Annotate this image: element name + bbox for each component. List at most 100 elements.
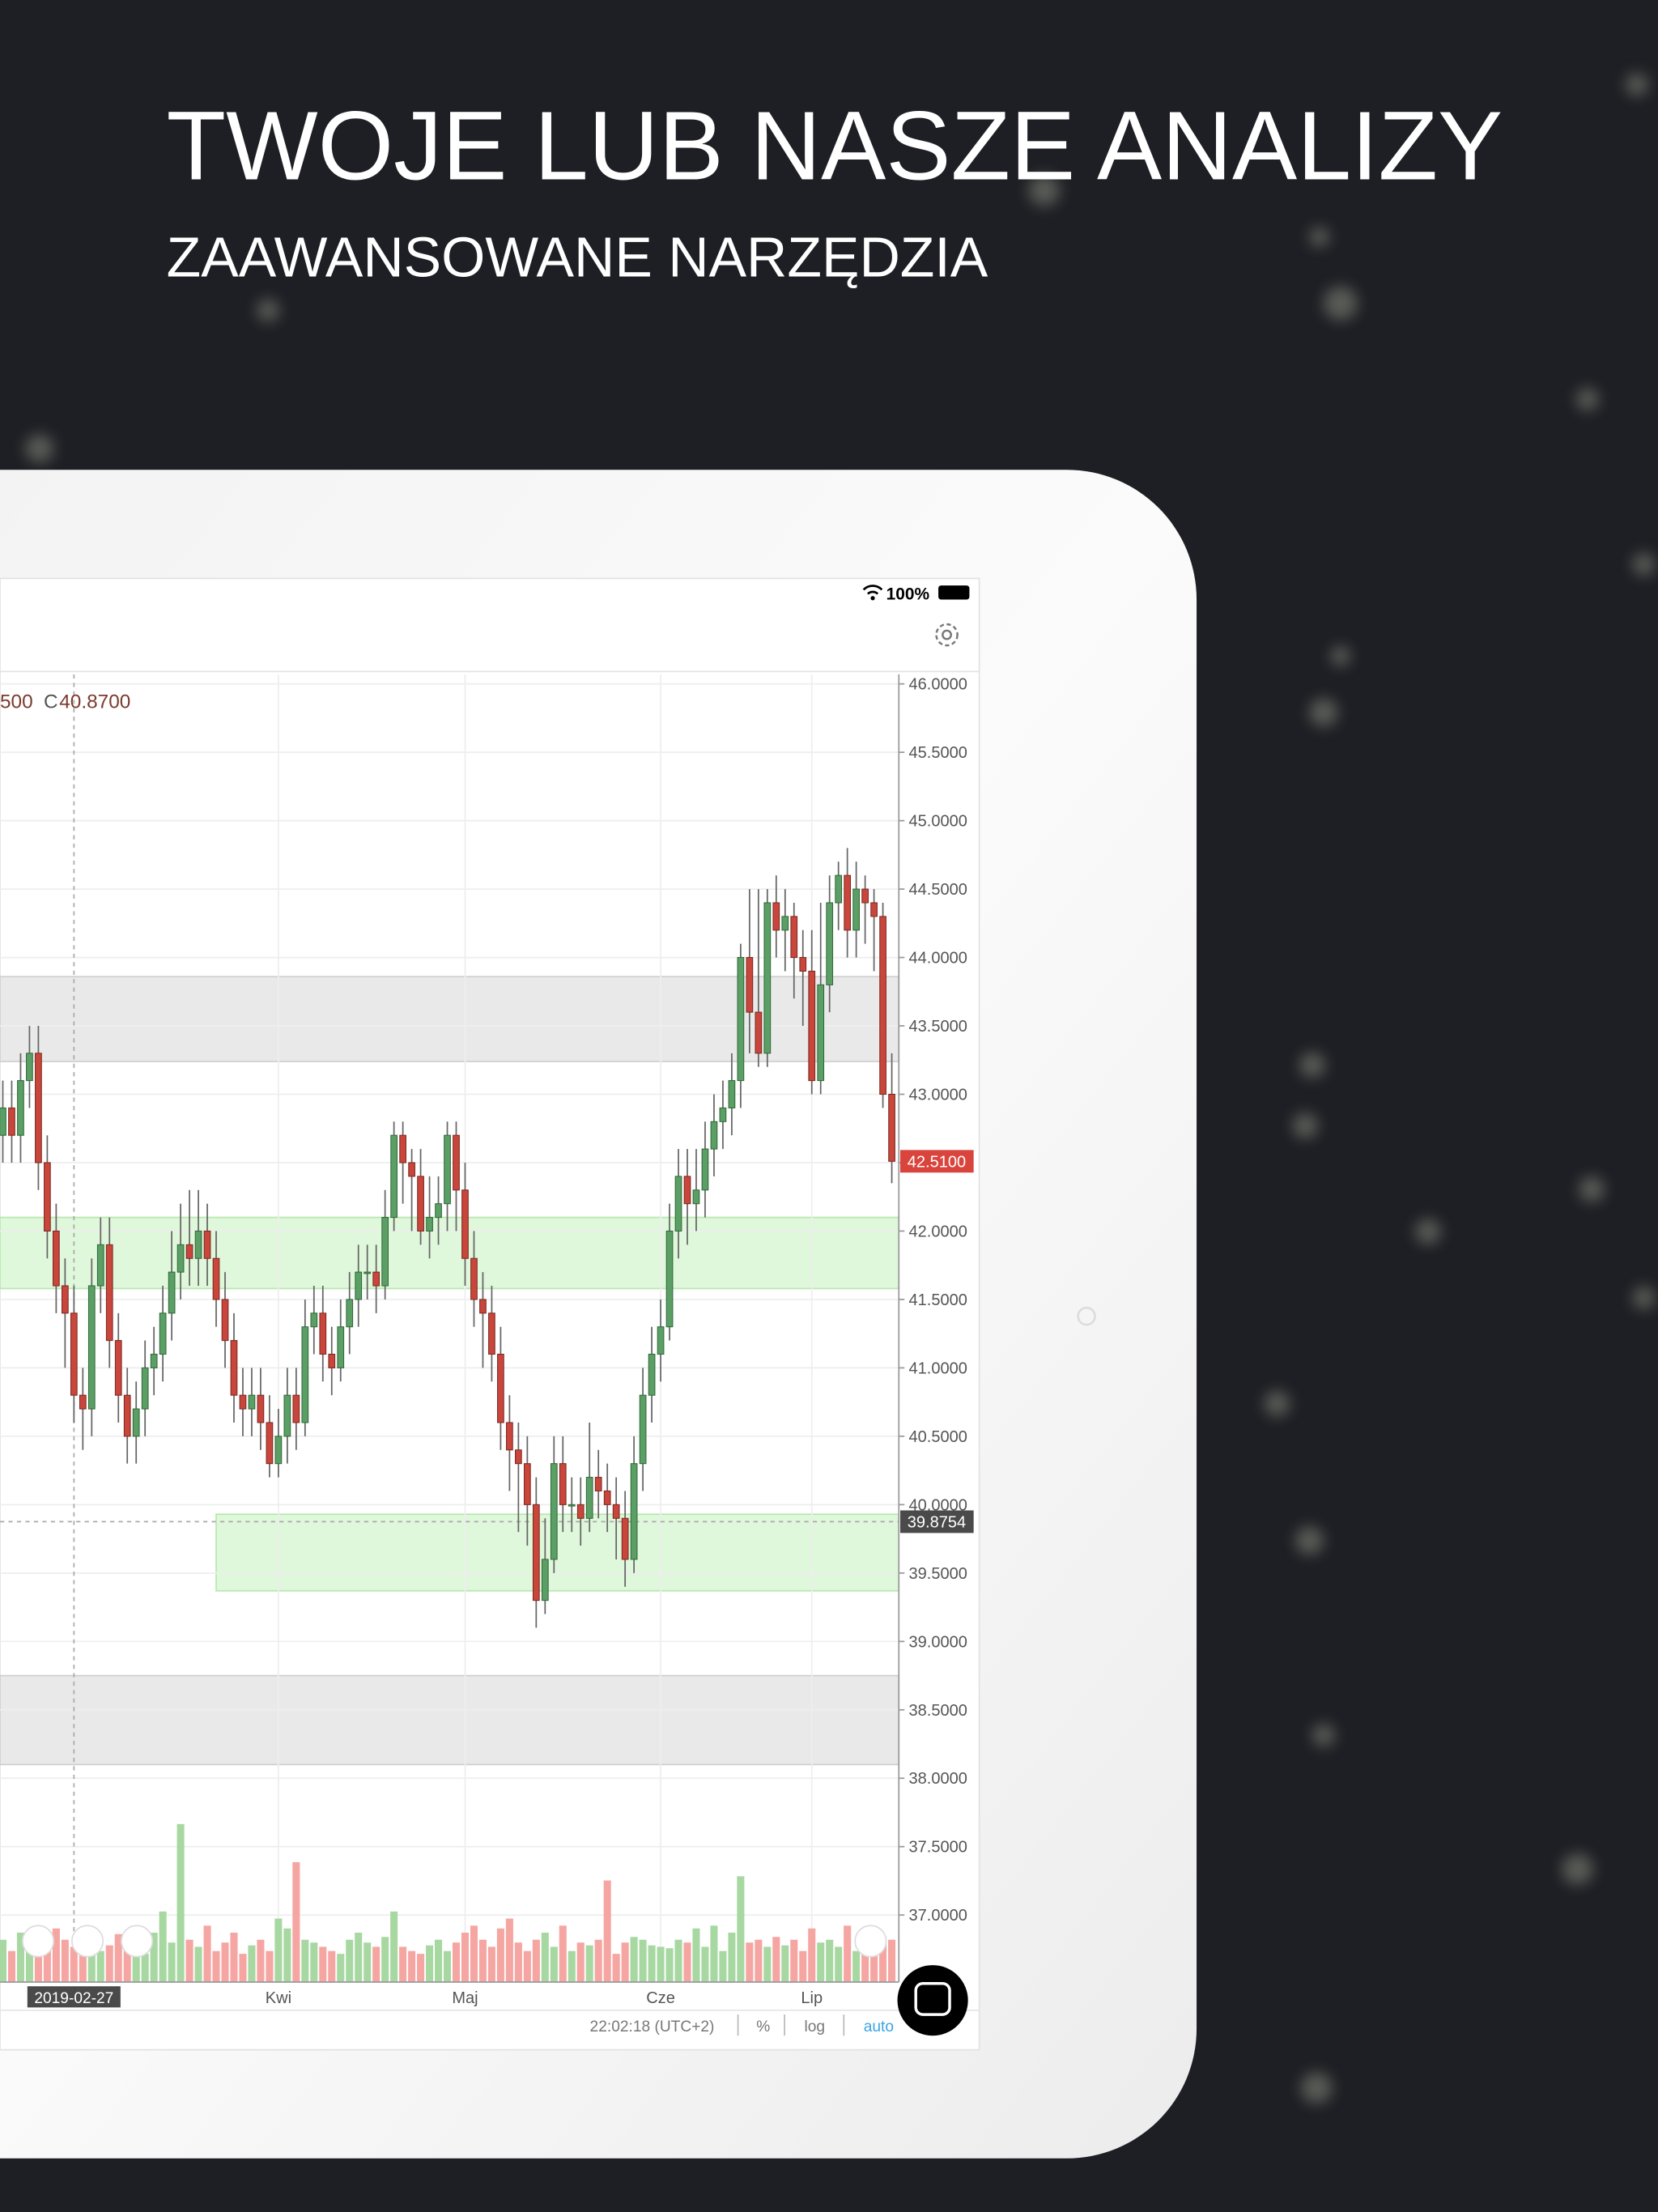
candle-body (337, 1326, 345, 1368)
dot (1264, 1390, 1290, 1417)
candle-body (888, 1093, 895, 1162)
volume-bar (879, 1942, 887, 1982)
last-price-box (900, 1150, 974, 1173)
zoom-controls (22, 1925, 887, 1958)
volume-bar (114, 1933, 122, 1982)
candle-body (826, 902, 834, 985)
candle-body (159, 1312, 167, 1355)
volume-bar (630, 1937, 638, 1982)
x-tick-label: Maj (452, 1989, 478, 2007)
volume-bar (7, 1950, 15, 1982)
volume-bar (835, 1946, 843, 1982)
volume-bar (657, 1946, 665, 1982)
volume-bar (674, 1939, 682, 1982)
volume-bar (328, 1950, 336, 1982)
volume-bar (772, 1937, 780, 1982)
y-tick-label: 39.5000 (908, 1565, 967, 1583)
candle-body (61, 1285, 69, 1314)
legend-close-value: 40.8700 (59, 691, 130, 713)
price-pane (0, 674, 899, 1982)
volume-bar (310, 1942, 318, 1982)
candle-body (488, 1312, 495, 1355)
volume-bar (585, 1945, 593, 1982)
battery-icon (938, 585, 970, 600)
candle-body (737, 957, 745, 1082)
volume-bar (550, 1946, 558, 1982)
dot (1309, 227, 1329, 247)
candle-body (781, 916, 789, 931)
auto-toggle[interactable]: auto (864, 2018, 894, 2035)
x-tick-label: Lip (801, 1989, 823, 2007)
candle-body (292, 1394, 300, 1423)
log-toggle[interactable]: log (804, 2018, 825, 2035)
crosshair-price-box (900, 1510, 974, 1534)
candle-body (283, 1394, 291, 1437)
volume-bar (621, 1942, 629, 1982)
scroll-end-button[interactable] (854, 1925, 887, 1958)
candle-body (221, 1299, 229, 1342)
dot (1632, 1287, 1656, 1309)
volume-bar (52, 1928, 60, 1982)
volume-bar (728, 1933, 736, 1982)
candle-body (8, 1107, 15, 1136)
volume-bar (150, 1933, 158, 1982)
volume-bar (79, 1937, 87, 1982)
volume-bar (185, 1939, 193, 1982)
battery-label: 100% (886, 585, 930, 604)
y-tick-label: 39.0000 (908, 1633, 967, 1651)
zoom-in-button[interactable] (71, 1925, 104, 1958)
candle-body (835, 874, 843, 904)
percent-toggle[interactable]: % (756, 2018, 770, 2035)
candle-body (266, 1422, 274, 1465)
candle-body (728, 1080, 736, 1108)
candle-body (612, 1504, 620, 1519)
chat-button[interactable] (897, 1965, 968, 2036)
reset-button[interactable] (22, 1925, 55, 1958)
dot (1562, 1853, 1593, 1885)
last-price-label: 42.5100 (908, 1153, 966, 1171)
candle-body (44, 1162, 51, 1231)
title: TWOJE LUB NASZE ANALIZY (167, 91, 1503, 200)
dot (1330, 645, 1351, 666)
candle-body (585, 1477, 593, 1519)
candle-body (212, 1257, 220, 1300)
candle-body (674, 1176, 682, 1231)
candle-body (310, 1312, 318, 1328)
volume-bar (390, 1911, 398, 1982)
candle-body (541, 1559, 549, 1602)
volume-bar (16, 1933, 24, 1982)
volume-bar (346, 1939, 354, 1982)
y-tick-label: 45.5000 (908, 744, 967, 762)
volume-bar (594, 1939, 602, 1982)
dot (1415, 1219, 1441, 1244)
volume-bar (478, 1939, 487, 1982)
volume-bar (746, 1942, 754, 1982)
candle-body (132, 1408, 140, 1437)
candle-body (453, 1134, 460, 1191)
volume-bar (248, 1945, 256, 1982)
volume-bar (301, 1939, 309, 1982)
candle-body (692, 1189, 700, 1205)
candle-body (790, 916, 798, 959)
volume-bar (781, 1945, 789, 1982)
y-tick-label: 43.0000 (908, 1086, 967, 1104)
home-indicator (1077, 1306, 1096, 1326)
volume-bar (763, 1946, 772, 1982)
y-tick-label: 37.0000 (908, 1907, 967, 1925)
candle-body (523, 1463, 531, 1505)
dot (1309, 698, 1338, 727)
settings-button[interactable] (935, 623, 959, 647)
crosshair-date-box (27, 1986, 121, 2008)
volume-bar (70, 1946, 78, 1982)
candle-body (550, 1463, 558, 1560)
candle-body (346, 1299, 354, 1328)
candle-body (230, 1340, 238, 1396)
volume-bar (683, 1942, 691, 1982)
volume-bar (541, 1933, 549, 1982)
dot (1323, 286, 1358, 321)
y-tick-label: 37.5000 (908, 1839, 967, 1857)
scroll-button[interactable] (121, 1925, 154, 1958)
volume-bar (123, 1939, 131, 1982)
volume-bar (719, 1950, 727, 1982)
volume-bar (817, 1942, 825, 1982)
